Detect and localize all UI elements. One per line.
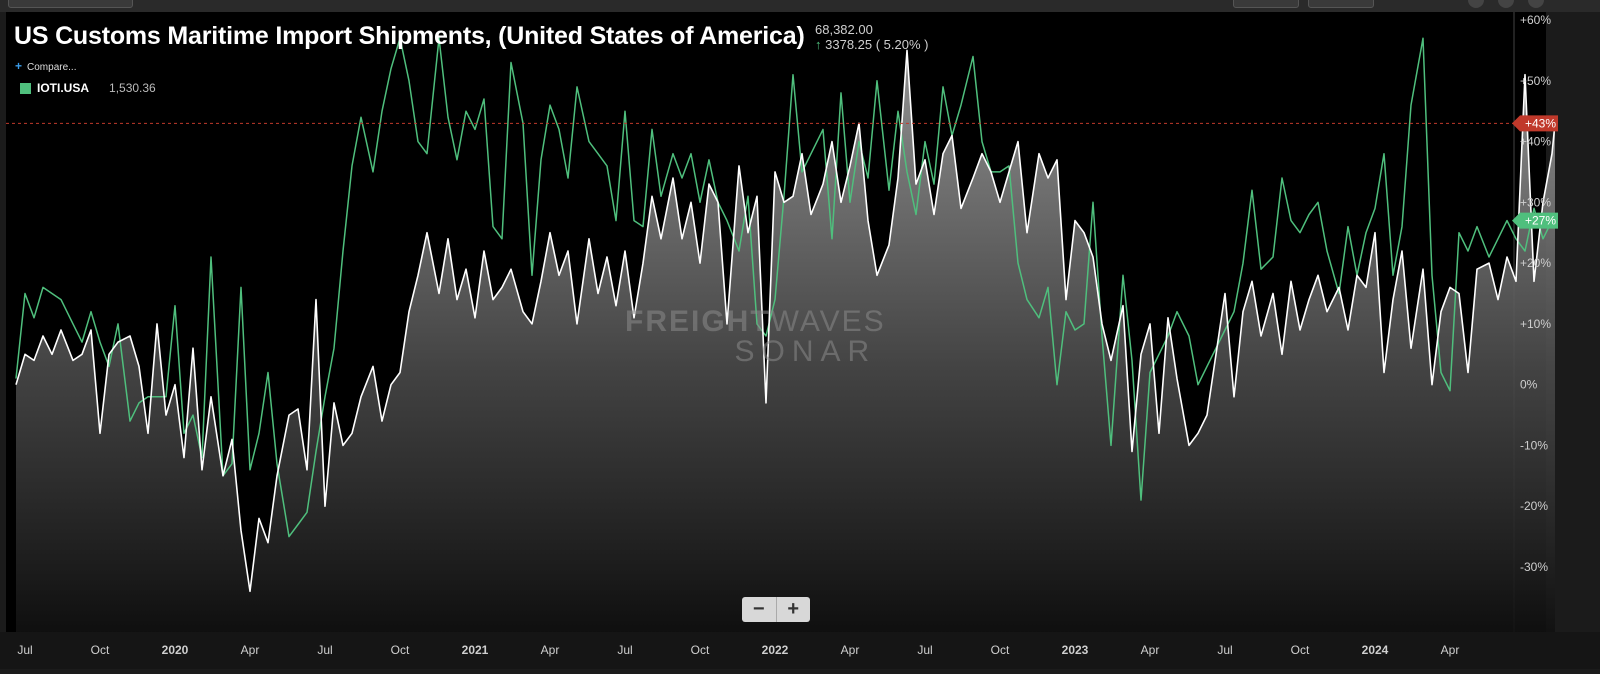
- x-tick-label: Apr: [1441, 643, 1460, 657]
- x-tick-label: Oct: [91, 643, 110, 657]
- x-tick-label: Apr: [541, 643, 560, 657]
- up-arrow-icon: ↑: [815, 37, 822, 52]
- x-tick-label: 2020: [162, 643, 189, 657]
- badge-primary-text: +43%: [1525, 116, 1556, 130]
- y-tick-label: 0%: [1520, 378, 1538, 392]
- toolbar-circle-icon[interactable]: [1528, 0, 1544, 8]
- legend-series-name: IOTI.USA: [37, 81, 90, 95]
- x-tick-label: Jul: [617, 643, 632, 657]
- legend-series-value: 1,530.36: [109, 81, 156, 95]
- x-tick-label: Apr: [241, 643, 260, 657]
- toolbar-circle-icon[interactable]: [1498, 0, 1514, 8]
- x-axis: Jul Oct 2020 Apr Jul Oct 2021 Apr Jul Oct 2022 Apr J…: [17, 643, 1460, 657]
- x-tick-label: Apr: [841, 643, 860, 657]
- x-tick-label: 2024: [1362, 643, 1389, 657]
- toolbar-button[interactable]: [1308, 0, 1374, 8]
- badge-ioti-text: +27%: [1525, 214, 1556, 228]
- x-tick-label: Jul: [17, 643, 32, 657]
- x-axis-bar: Jul Oct 2020 Apr Jul Oct 2021 Apr Jul Oct 2022 Apr J…: [0, 632, 1600, 669]
- y-tick-label: +50%: [1520, 74, 1551, 88]
- x-tick-label: Oct: [391, 643, 410, 657]
- zoom-in-button[interactable]: +: [787, 598, 800, 620]
- chart-area[interactable]: -30% -20% -10% 0% +10% +20% +30% +40% +50% +60% +4…: [6, 12, 1558, 632]
- toolbar-button[interactable]: [1233, 0, 1299, 8]
- top-toolbar: [0, 0, 1600, 12]
- x-tick-label: 2023: [1062, 643, 1089, 657]
- compare-button[interactable]: + Compare...: [15, 59, 76, 73]
- toolbar-tab[interactable]: [8, 0, 133, 8]
- y-tick-label: +20%: [1520, 256, 1551, 270]
- x-tick-label: Apr: [1141, 643, 1160, 657]
- badge-primary: +43%: [1512, 115, 1558, 132]
- y-tick-label: +60%: [1520, 13, 1551, 27]
- x-tick-label: 2022: [762, 643, 789, 657]
- price-change-text: 3378.25 ( 5.20% ): [825, 37, 929, 52]
- price-box: 68,382.00 ↑ 3378.25 ( 5.20% ): [815, 22, 928, 52]
- price-value: 68,382.00: [815, 22, 873, 37]
- series-area-1: [16, 50, 1555, 632]
- chart-title: US Customs Maritime Import Shipments, (U…: [14, 22, 805, 50]
- series-line-ioti-usa[interactable]: [15, 37, 1555, 538]
- x-tick-label: Oct: [1291, 643, 1310, 657]
- zoom-control: − +: [742, 597, 810, 622]
- compare-label: Compare...: [27, 62, 77, 73]
- x-tick-label: Jul: [317, 643, 332, 657]
- y-tick-label: +40%: [1520, 135, 1551, 149]
- legend[interactable]: IOTI.USA 1,530.36: [20, 81, 156, 95]
- plus-icon: +: [15, 59, 23, 73]
- price-change: ↑ 3378.25 ( 5.20% ): [815, 37, 928, 52]
- x-tick-label: 2021: [462, 643, 489, 657]
- y-tick-label: +30%: [1520, 195, 1551, 209]
- y-tick-label: -10%: [1520, 438, 1548, 452]
- x-tick-label: Oct: [991, 643, 1010, 657]
- series-line-primary[interactable]: [15, 49, 1556, 593]
- badge-ioti: +27%: [1512, 212, 1558, 229]
- y-tick-label: -30%: [1520, 560, 1548, 574]
- chart-svg[interactable]: -30% -20% -10% 0% +10% +20% +30% +40% +50% +60% +4…: [6, 12, 1600, 632]
- y-tick-label: -20%: [1520, 499, 1548, 513]
- x-tick-label: Jul: [1217, 643, 1232, 657]
- y-tick-label: +10%: [1520, 317, 1551, 331]
- legend-swatch: [20, 82, 31, 94]
- zoom-out-button[interactable]: −: [742, 597, 777, 622]
- toolbar-circle-icon[interactable]: [1468, 0, 1484, 8]
- x-tick-label: Oct: [691, 643, 710, 657]
- x-tick-label: Jul: [917, 643, 932, 657]
